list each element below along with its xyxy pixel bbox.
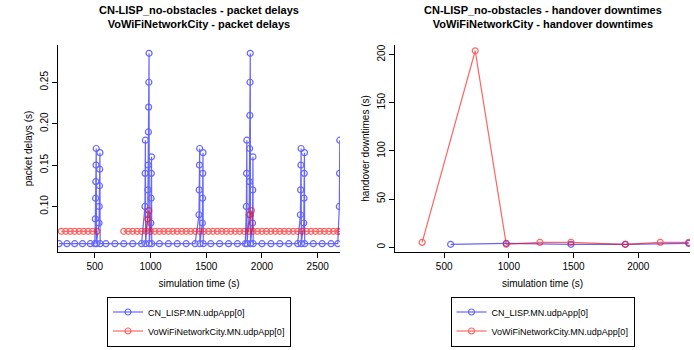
svg-text:simulation time (s): simulation time (s) [502,278,583,289]
svg-text:simulation time (s): simulation time (s) [158,278,239,289]
svg-text:VoWiFiNetworkCity.MN.udpApp[0]: VoWiFiNetworkCity.MN.udpApp[0] [492,327,628,337]
svg-text:0.25: 0.25 [39,71,50,91]
svg-text:1000: 1000 [498,261,521,272]
svg-text:CN_LISP.MN.udpApp[0]: CN_LISP.MN.udpApp[0] [492,308,588,318]
svg-text:CN-LISP_no-obstacles - handove: CN-LISP_no-obstacles - handover downtime… [424,4,662,30]
svg-text:100: 100 [376,141,387,158]
svg-text:packet delays (s): packet delays (s) [23,111,34,187]
svg-text:1500: 1500 [195,261,218,272]
svg-text:150: 150 [376,92,387,109]
svg-text:2000: 2000 [251,261,274,272]
svg-text:1500: 1500 [562,261,585,272]
svg-text:CN-LISP_no-obstacles - packet: CN-LISP_no-obstacles - packet delaysVoWi… [99,4,299,30]
svg-text:2000: 2000 [627,261,650,272]
svg-text:handover downtimes (s): handover downtimes (s) [360,95,371,202]
svg-text:500: 500 [86,261,103,272]
svg-text:1000: 1000 [139,261,162,272]
svg-text:0.10: 0.10 [39,195,50,215]
svg-text:50: 50 [376,192,387,204]
svg-text:CN_LISP.MN.udpApp[0]: CN_LISP.MN.udpApp[0] [148,308,244,318]
svg-text:VoWiFiNetworkCity.MN.udpApp[0]: VoWiFiNetworkCity.MN.udpApp[0] [148,327,284,337]
svg-text:500: 500 [436,261,453,272]
svg-text:2500: 2500 [307,261,330,272]
svg-text:0.15: 0.15 [39,153,50,173]
svg-text:200: 200 [376,44,387,61]
svg-text:0.20: 0.20 [39,112,50,132]
svg-text:0: 0 [376,242,387,248]
